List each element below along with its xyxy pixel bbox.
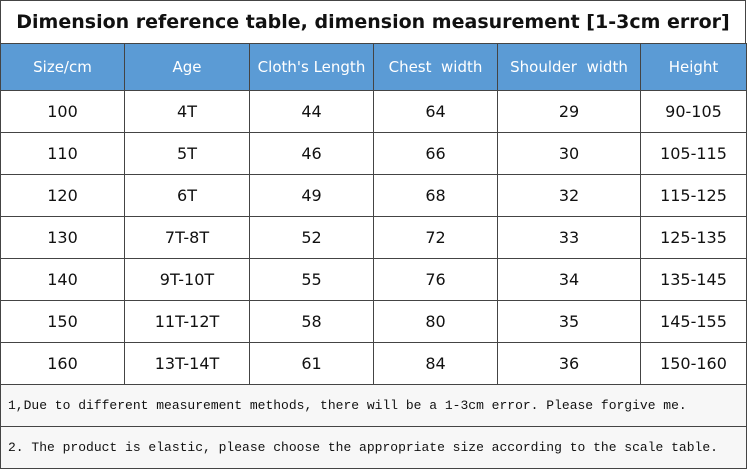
table-cell: 130 bbox=[0, 216, 125, 259]
table-cell: 4T bbox=[124, 90, 250, 133]
table-cell: 9T-10T bbox=[124, 258, 250, 301]
table-cell: 30 bbox=[497, 132, 641, 175]
table-cell: 29 bbox=[497, 90, 641, 133]
header-cell: Height bbox=[640, 43, 747, 91]
table-cell: 110 bbox=[0, 132, 125, 175]
table-cell: 33 bbox=[497, 216, 641, 259]
table-cell: 100 bbox=[0, 90, 125, 133]
table-row: 130 7T-8T 52 72 33 125-135 bbox=[0, 216, 747, 259]
note: 1,Due to different measurement methods, … bbox=[0, 384, 747, 427]
table-cell: 13T-14T bbox=[124, 342, 250, 385]
header-row: Size/cm Age Cloth's Length Chest width Shoul… bbox=[0, 43, 747, 91]
table-cell: 58 bbox=[249, 300, 374, 343]
table-row: 150 11T-12T 58 80 35 145-155 bbox=[0, 300, 747, 343]
table-cell: 46 bbox=[249, 132, 374, 175]
table-row: 120 6T 49 68 32 115-125 bbox=[0, 174, 747, 217]
table-cell: 68 bbox=[373, 174, 498, 217]
table-cell: 32 bbox=[497, 174, 641, 217]
table-cell: 49 bbox=[249, 174, 374, 217]
header-cell: Shoulder width bbox=[497, 43, 641, 91]
table-cell: 5T bbox=[124, 132, 250, 175]
table-cell: 150-160 bbox=[640, 342, 747, 385]
table-cell: 135-145 bbox=[640, 258, 747, 301]
table-cell: 7T-8T bbox=[124, 216, 250, 259]
table-row: 140 9T-10T 55 76 34 135-145 bbox=[0, 258, 747, 301]
note: 2. The product is elastic, please choose… bbox=[0, 426, 747, 469]
table-cell: 105-115 bbox=[640, 132, 747, 175]
table-cell: 55 bbox=[249, 258, 374, 301]
table-cell: 11T-12T bbox=[124, 300, 250, 343]
table-cell: 160 bbox=[0, 342, 125, 385]
header-cell: Size/cm bbox=[0, 43, 125, 91]
table-cell: 125-135 bbox=[640, 216, 747, 259]
table-cell: 120 bbox=[0, 174, 125, 217]
table-cell: 61 bbox=[249, 342, 374, 385]
header-cell: Chest width bbox=[373, 43, 498, 91]
header-cell: Cloth's Length bbox=[249, 43, 374, 91]
table-cell: 66 bbox=[373, 132, 498, 175]
table-cell: 35 bbox=[497, 300, 641, 343]
table-cell: 145-155 bbox=[640, 300, 747, 343]
table-cell: 150 bbox=[0, 300, 125, 343]
table-cell: 36 bbox=[497, 342, 641, 385]
table-cell: 90-105 bbox=[640, 90, 747, 133]
table-cell: 140 bbox=[0, 258, 125, 301]
note-row: 2. The product is elastic, please choose… bbox=[0, 426, 747, 469]
note-row: 1,Due to different measurement methods, … bbox=[0, 384, 747, 427]
table-cell: 72 bbox=[373, 216, 498, 259]
table-cell: 76 bbox=[373, 258, 498, 301]
table-row: 110 5T 46 66 30 105-115 bbox=[0, 132, 747, 175]
table-cell: 80 bbox=[373, 300, 498, 343]
table-cell: 44 bbox=[249, 90, 374, 133]
table-cell: 34 bbox=[497, 258, 641, 301]
table-cell: 64 bbox=[373, 90, 498, 133]
table-row: 160 13T-14T 61 84 36 150-160 bbox=[0, 342, 747, 385]
table-cell: 6T bbox=[124, 174, 250, 217]
size-table: Size/cm Age Cloth's Length Chest width Shoul… bbox=[0, 43, 747, 469]
table-cell: 84 bbox=[373, 342, 498, 385]
table-cell: 115-125 bbox=[640, 174, 747, 217]
table-title: Dimension reference table, dimension mea… bbox=[0, 0, 746, 44]
table-cell: 52 bbox=[249, 216, 374, 259]
header-cell: Age bbox=[124, 43, 250, 91]
table-row: 100 4T 44 64 29 90-105 bbox=[0, 90, 747, 133]
